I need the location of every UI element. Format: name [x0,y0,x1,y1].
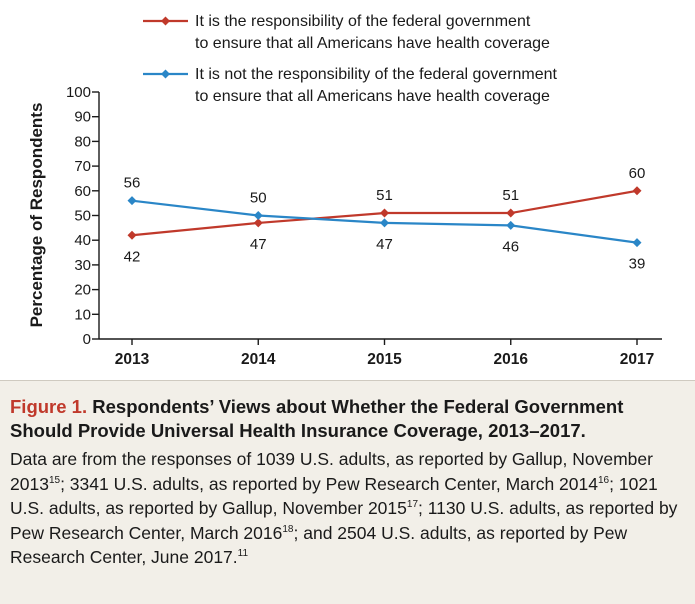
data-label: 47 [250,236,267,253]
reference-superscript: 17 [406,499,419,511]
caption-segment: ; 3341 U.S. adults, as reported by Pew R… [60,473,598,494]
data-point [127,230,137,240]
legend-marker [161,16,170,26]
figure-label: Figure 1. [10,396,88,417]
y-tick-label: 40 [74,232,91,249]
data-point [253,211,263,220]
x-tick-label: 2016 [494,351,529,368]
data-label: 47 [376,236,393,253]
reference-superscript: 16 [598,474,610,486]
reference-superscript: 18 [282,523,294,535]
y-tick-label: 90 [74,109,91,126]
data-point [253,218,263,228]
legend-label-line2: to ensure that all Americans have health… [195,35,550,52]
data-label: 50 [250,190,267,207]
caption-title: Figure 1. Respondents’ Views about Wheth… [10,395,683,443]
y-tick-label: 10 [74,306,91,323]
x-tick-label: 2014 [241,351,276,368]
caption-segment: ; 1021 U.S. adults, as reported by Gallu… [10,473,658,519]
reference-superscript: 11 [237,548,249,560]
data-label: 60 [629,165,646,182]
caption-segment: Data are from the responses of 1039 U.S.… [10,449,653,494]
line-chart: It is the responsibility of the federal … [27,13,662,368]
caption-segment: ; 1130 U.S. adults, as reported by Pew R… [10,498,678,543]
x-tick-label: 2013 [115,351,150,368]
y-tick-label: 60 [74,183,91,200]
data-point [380,208,389,218]
data-point [632,186,642,196]
chart-svg: It is the responsibility of the federal … [27,13,662,368]
reference-superscript: 15 [48,474,61,486]
data-point [506,220,516,230]
caption-body: Data are from the responses of 1039 U.S.… [10,447,683,570]
legend-label-line2: to ensure that all Americans have health… [195,88,550,105]
legend-label: It is not the responsibility of the fede… [195,66,558,83]
y-tick-label: 80 [74,133,91,150]
data-point [632,238,642,248]
y-tick-label: 70 [74,158,91,175]
data-label: 39 [629,256,646,273]
data-label: 42 [124,248,141,265]
y-tick-label: 30 [74,257,91,274]
y-tick-label: 100 [66,84,91,101]
data-label: 51 [502,187,519,204]
caption-segment: ; and 2504 U.S. adults, as reported by P… [10,522,628,568]
data-label: 51 [376,187,393,204]
y-tick-label: 50 [74,208,91,225]
series-layer: 42 47 51 51 60 56 50 47 46 39 [124,165,646,273]
data-point [380,218,389,228]
legend-label: It is the responsibility of the federal … [195,13,531,30]
x-tick-label: 2015 [367,351,402,368]
legend-marker [161,69,170,79]
data-point [506,208,516,218]
figure-caption: Figure 1. Respondents’ Views about Wheth… [0,380,695,604]
y-axis-label: Percentage of Respondents [27,103,46,328]
data-label: 46 [502,238,519,255]
x-tick-label: 2017 [620,351,654,368]
data-label: 56 [124,175,141,192]
y-tick-label: 20 [74,282,91,299]
caption-heading: Respondents’ Views about Whether the Fed… [10,396,624,441]
axes: 0 10 20 30 40 50 60 70 80 90 100 2013 2014 2015 2016 20… [66,84,662,368]
data-point [127,196,137,206]
y-tick-label: 0 [83,331,91,348]
legend: It is the responsibility of the federal … [143,13,558,105]
